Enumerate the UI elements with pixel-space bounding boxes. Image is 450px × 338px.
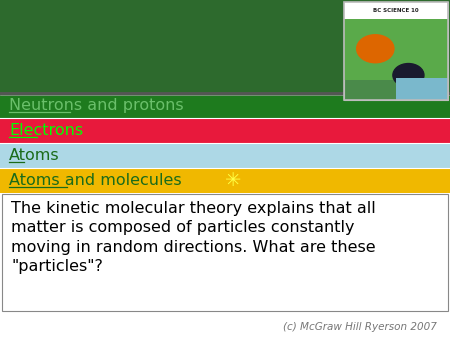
Text: Electrons: Electrons (9, 123, 83, 138)
Bar (0, 118, 450, 143)
Bar (396, 78, 448, 100)
Circle shape (357, 35, 394, 63)
Text: Atoms: Atoms (9, 148, 59, 163)
Bar (2, 194, 448, 311)
Text: The kinetic molecular theory explains that all
matter is composed of particles c: The kinetic molecular theory explains th… (11, 201, 376, 274)
Text: Atoms and molecules: Atoms and molecules (9, 173, 182, 188)
Bar (0, 193, 450, 313)
Circle shape (393, 64, 424, 87)
Bar (344, 2, 448, 100)
Bar (0, 143, 450, 168)
Bar (0, 93, 450, 118)
Bar (344, 2, 448, 100)
Text: ✳: ✳ (225, 171, 241, 190)
Text: Neutrons and protons: Neutrons and protons (9, 98, 184, 113)
Bar (0, 313, 450, 338)
Bar (344, 19, 448, 80)
Bar (344, 2, 448, 19)
Bar (0, 168, 450, 193)
Text: BC SCIENCE 10: BC SCIENCE 10 (373, 8, 419, 13)
Bar (0, 0, 450, 93)
Text: (c) McGraw Hill Ryerson 2007: (c) McGraw Hill Ryerson 2007 (283, 321, 436, 332)
